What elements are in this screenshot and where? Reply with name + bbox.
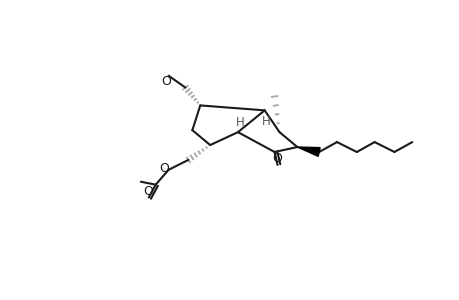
Text: O: O bbox=[143, 185, 152, 198]
Text: H: H bbox=[262, 115, 270, 128]
Text: O: O bbox=[272, 152, 282, 165]
Text: O: O bbox=[161, 75, 171, 88]
Polygon shape bbox=[297, 147, 319, 156]
Text: O: O bbox=[159, 162, 169, 175]
Text: H: H bbox=[235, 116, 244, 129]
